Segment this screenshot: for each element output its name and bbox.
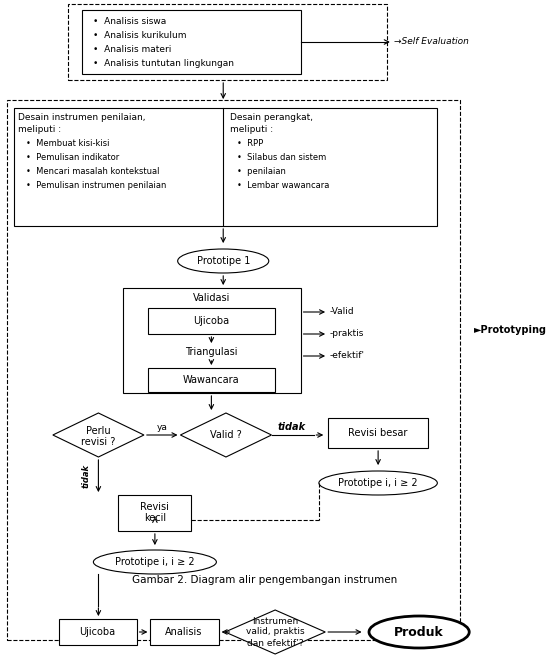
Text: •  Silabus dan sistem: • Silabus dan sistem [237,152,326,161]
FancyBboxPatch shape [59,619,137,645]
FancyBboxPatch shape [150,619,219,645]
FancyBboxPatch shape [68,4,387,80]
Text: •  Pemulisan indikator: • Pemulisan indikator [25,152,119,161]
FancyBboxPatch shape [82,10,301,74]
Polygon shape [53,413,144,457]
Text: Desain instrumen penilaian,: Desain instrumen penilaian, [18,112,145,121]
FancyBboxPatch shape [7,100,460,640]
Text: Wawancara: Wawancara [183,375,240,385]
Text: valid, praktis: valid, praktis [246,628,305,636]
Text: Revisi: Revisi [141,502,169,512]
FancyBboxPatch shape [148,368,275,392]
Text: tidak: tidak [278,422,306,432]
Text: Triangulasi: Triangulasi [185,347,237,357]
FancyBboxPatch shape [123,288,301,393]
Text: Gambar 2. Diagram alir pengembangan instrumen: Gambar 2. Diagram alir pengembangan inst… [132,575,397,585]
Text: kecil: kecil [144,513,166,523]
Text: •  penilaian: • penilaian [237,167,286,176]
Ellipse shape [93,550,217,574]
Text: Perlu: Perlu [86,426,111,436]
Text: meliputi :: meliputi : [18,125,61,134]
Text: •  Lembar wawancara: • Lembar wawancara [237,180,329,190]
Text: Instrumen: Instrumen [252,617,298,626]
Text: Validasi: Validasi [193,293,230,303]
FancyBboxPatch shape [14,108,437,226]
FancyBboxPatch shape [328,418,428,448]
Ellipse shape [177,249,269,273]
Text: •  RPP: • RPP [237,138,263,148]
Text: meliputi :: meliputi : [230,125,273,134]
Text: -praktis: -praktis [330,329,364,338]
Text: -efektif': -efektif' [330,352,365,361]
Text: Revisi besar: Revisi besar [348,428,408,438]
Text: •  Analisis kurikulum: • Analisis kurikulum [93,31,186,41]
Text: ya: ya [156,424,168,432]
Ellipse shape [369,616,469,648]
Text: tidak: tidak [81,464,90,488]
Text: →Self Evaluation: →Self Evaluation [393,37,468,47]
Polygon shape [225,610,325,654]
Text: •  Analisis siswa: • Analisis siswa [93,18,166,26]
FancyBboxPatch shape [118,495,191,531]
Text: •  Pemulisan instrumen penilaian: • Pemulisan instrumen penilaian [25,180,166,190]
Text: Prototipe i, i ≥ 2: Prototipe i, i ≥ 2 [115,557,195,567]
Polygon shape [180,413,272,457]
Text: -Valid: -Valid [330,308,354,316]
Text: Analisis: Analisis [165,627,203,637]
Ellipse shape [319,471,437,495]
Text: dan efektif’?: dan efektif’? [247,638,304,647]
Text: Prototipe 1: Prototipe 1 [197,256,250,266]
Text: •  Analisis materi: • Analisis materi [93,45,171,54]
FancyBboxPatch shape [148,308,275,334]
Text: Prototipe i, i ≥ 2: Prototipe i, i ≥ 2 [338,478,418,488]
Text: •  Mencari masalah kontekstual: • Mencari masalah kontekstual [25,167,159,176]
Text: Produk: Produk [394,626,444,638]
Text: revisi ?: revisi ? [81,437,116,447]
Text: Ujicoba: Ujicoba [79,627,116,637]
Text: Ujicoba: Ujicoba [193,316,229,326]
Text: •  Membuat kisi-kisi: • Membuat kisi-kisi [25,138,109,148]
Text: Desain perangkat,: Desain perangkat, [230,112,312,121]
Text: Valid ?: Valid ? [210,430,242,440]
Text: ►Prototyping: ►Prototyping [474,325,547,335]
Text: •  Analisis tuntutan lingkungan: • Analisis tuntutan lingkungan [93,60,234,68]
